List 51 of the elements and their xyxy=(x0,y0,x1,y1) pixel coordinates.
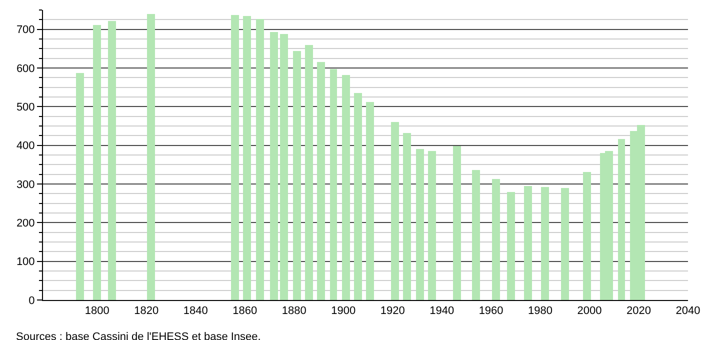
bar xyxy=(524,186,532,300)
bar xyxy=(243,16,251,300)
bar xyxy=(330,69,337,300)
x-tick-label: 2020 xyxy=(626,305,651,318)
x-tick-label: 1800 xyxy=(84,305,110,318)
x-tick-label: 1820 xyxy=(134,305,159,318)
y-tick-label: 700 xyxy=(16,24,35,36)
bar xyxy=(472,170,480,300)
x-tick-label: 1880 xyxy=(282,305,306,318)
x-tick-label: 2040 xyxy=(676,305,700,318)
bar xyxy=(618,139,625,300)
x-tick-label: 2000 xyxy=(577,305,602,318)
x-tick-label: 1920 xyxy=(380,305,405,318)
bar xyxy=(583,172,591,300)
bar xyxy=(147,14,155,300)
bar xyxy=(366,102,374,300)
bar xyxy=(342,75,350,300)
x-tick-label: 1960 xyxy=(478,305,504,318)
bar xyxy=(453,146,461,300)
y-tick-label: 500 xyxy=(16,102,35,114)
bar xyxy=(507,192,515,300)
x-tick-label: 1860 xyxy=(232,305,258,318)
bar xyxy=(280,34,288,300)
bar xyxy=(416,149,424,300)
y-tick-label: 0 xyxy=(28,294,35,307)
bar xyxy=(354,93,362,300)
x-tick-label: 1980 xyxy=(528,305,553,318)
bar xyxy=(541,187,549,300)
x-tick-label: 1900 xyxy=(331,305,356,318)
bar xyxy=(231,15,239,300)
y-tick-label: 300 xyxy=(16,178,35,191)
bar xyxy=(561,188,569,300)
bar xyxy=(391,122,399,300)
y-tick-label: 200 xyxy=(16,218,35,230)
bar xyxy=(93,25,101,300)
x-tick-label: 1840 xyxy=(183,305,208,318)
bar xyxy=(403,133,411,300)
y-tick-label: 100 xyxy=(16,256,35,268)
source-note: Sources : base Cassini de l'EHESS et base Insee. xyxy=(16,331,261,340)
bar xyxy=(492,179,500,300)
bar xyxy=(305,45,313,300)
y-tick-label: 600 xyxy=(16,62,35,75)
bar xyxy=(76,73,84,300)
y-tick-label: 400 xyxy=(16,140,35,152)
bar xyxy=(428,151,436,300)
bar xyxy=(108,21,116,300)
bar xyxy=(317,62,325,300)
bar xyxy=(270,32,278,300)
bar xyxy=(293,51,301,300)
x-tick-label: 1940 xyxy=(430,305,454,318)
bar xyxy=(256,19,264,300)
